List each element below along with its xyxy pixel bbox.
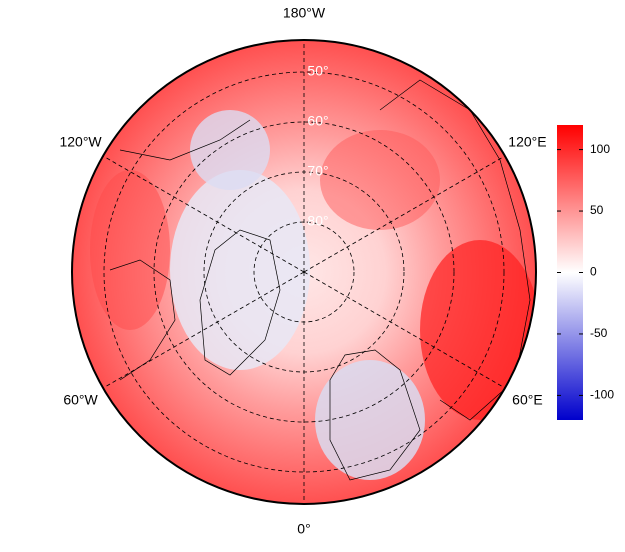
longitude-label: 60°W xyxy=(63,392,98,408)
colorbar-tick-label: 100 xyxy=(590,142,610,156)
meridian xyxy=(102,155,305,273)
colorbar-tick-label: -50 xyxy=(590,326,608,340)
longitude-label: 180°W xyxy=(283,5,326,21)
meridian xyxy=(102,271,305,389)
graticule xyxy=(102,40,506,504)
meridian xyxy=(303,155,506,273)
longitude-label: 0° xyxy=(297,521,310,537)
latitude-circle xyxy=(153,121,455,423)
longitude-label: 120°E xyxy=(508,134,546,150)
map-border xyxy=(71,39,537,505)
longitude-label: 60°E xyxy=(512,392,543,408)
latitude-label: 60° xyxy=(307,113,328,129)
latitude-label: 50° xyxy=(307,63,328,79)
colorbar-tick-label: 0 xyxy=(590,265,597,279)
latitude-label: 80° xyxy=(307,213,328,229)
meridian xyxy=(303,271,506,389)
latitude-circle xyxy=(103,71,505,473)
longitude-label: 120°W xyxy=(59,134,102,150)
colorbar-tick-label: 50 xyxy=(590,203,604,217)
colorbar-tick-label: -100 xyxy=(590,388,614,402)
latitude-label: 70° xyxy=(307,163,328,179)
colorbar xyxy=(557,125,583,420)
